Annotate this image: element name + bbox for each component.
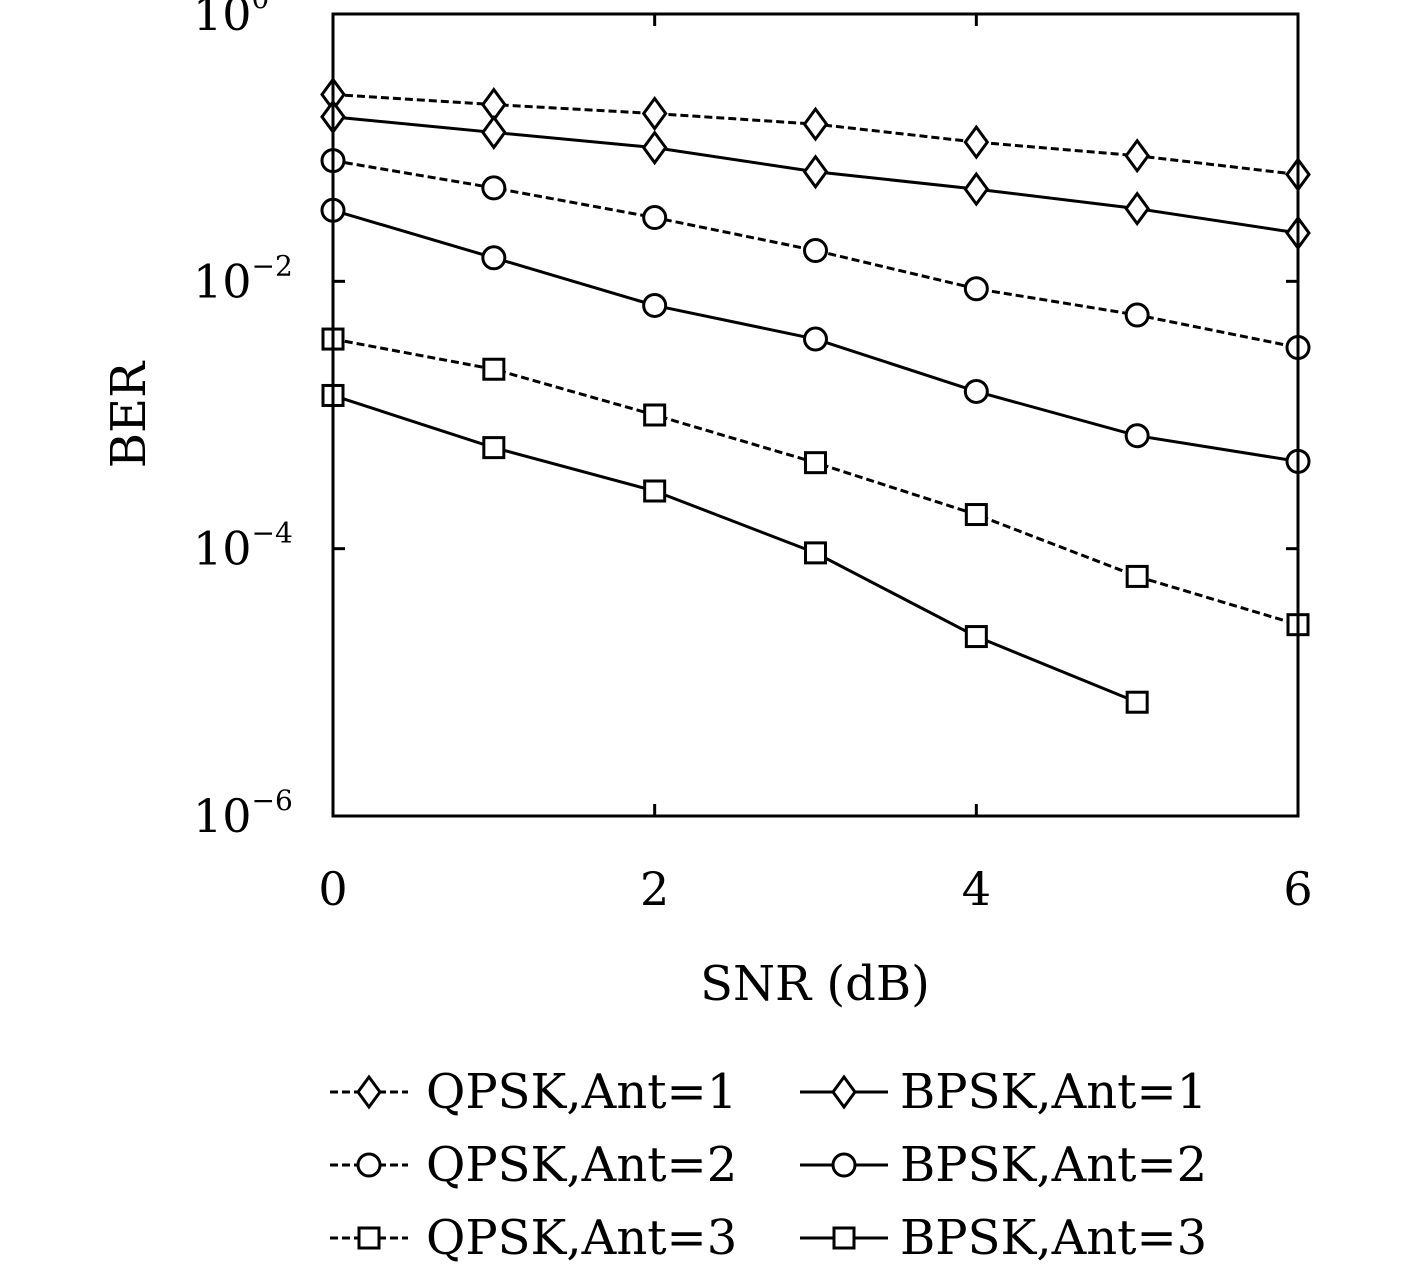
data-point xyxy=(1125,690,1149,714)
series-0 xyxy=(320,76,1311,193)
legend-marker xyxy=(831,1074,857,1110)
legend-entry-1: BPSK,Ant=1 xyxy=(800,1064,1207,1120)
data-point xyxy=(482,357,506,381)
data-point xyxy=(964,625,988,649)
data-point xyxy=(802,106,829,142)
legend-entry-5: BPSK,Ant=3 xyxy=(800,1210,1207,1266)
series-2 xyxy=(320,148,1311,360)
data-point xyxy=(1124,191,1151,227)
legend-label: QPSK,Ant=3 xyxy=(426,1210,737,1266)
data-point xyxy=(641,130,668,166)
legend-marker xyxy=(831,1152,857,1178)
y-axis-label: BER xyxy=(101,360,157,468)
x-tick-label: 2 xyxy=(640,862,669,916)
legend-entry-3: BPSK,Ant=2 xyxy=(800,1137,1207,1193)
data-point xyxy=(481,175,507,201)
plot-frame xyxy=(331,12,1300,818)
legend-marker xyxy=(356,1074,382,1110)
legend-label: BPSK,Ant=3 xyxy=(900,1210,1207,1266)
x-axis-label: SNR (dB) xyxy=(700,956,930,1012)
legend: QPSK,Ant=1 BPSK,Ant=1 QPSK,Ant=2 BPSK,Ant=2… xyxy=(330,1064,1207,1266)
data-point xyxy=(1124,302,1150,328)
x-tick-label: 4 xyxy=(962,862,991,916)
data-point xyxy=(804,451,827,475)
plot-area xyxy=(320,76,1311,714)
legend-label: BPSK,Ant=2 xyxy=(900,1137,1207,1193)
legend-marker xyxy=(356,1152,382,1178)
data-point xyxy=(804,541,827,565)
y-tick-label: 10−2 xyxy=(193,249,293,308)
legend-entry-4: QPSK,Ant=3 xyxy=(330,1210,737,1266)
data-point xyxy=(964,503,988,527)
y-tick-label: 100 xyxy=(193,0,269,41)
data-point xyxy=(481,245,507,271)
data-point xyxy=(963,124,990,160)
legend-marker xyxy=(357,1226,381,1250)
legend-entry-2: QPSK,Ant=2 xyxy=(330,1137,737,1193)
data-point xyxy=(642,292,668,318)
series-3 xyxy=(320,197,1311,474)
data-point xyxy=(802,154,829,190)
data-point xyxy=(643,403,667,427)
data-point xyxy=(1125,564,1149,588)
data-point xyxy=(641,96,668,132)
data-point xyxy=(642,205,668,231)
data-point xyxy=(963,378,989,404)
legend-label: QPSK,Ant=1 xyxy=(426,1064,737,1120)
data-point xyxy=(963,276,989,302)
series-4 xyxy=(321,327,1310,637)
data-point xyxy=(1124,138,1151,174)
data-point xyxy=(803,238,828,264)
legend-marker xyxy=(832,1226,856,1250)
series-line xyxy=(332,394,1138,704)
x-tick-label: 0 xyxy=(318,862,347,916)
legend-label: QPSK,Ant=2 xyxy=(426,1137,737,1193)
series-line xyxy=(332,337,1299,627)
data-point xyxy=(482,436,506,460)
series-5 xyxy=(321,383,1149,714)
data-point xyxy=(643,479,667,503)
y-tick-label: 10−4 xyxy=(193,517,293,576)
x-tick-label: 6 xyxy=(1283,862,1312,916)
data-point xyxy=(480,114,507,150)
axes: 0 2 4 6 100 10−2 10−4 10−6 xyxy=(193,0,1313,916)
data-point xyxy=(963,171,990,207)
legend-entry-0: QPSK,Ant=1 xyxy=(330,1064,737,1120)
y-tick-label: 10−6 xyxy=(193,784,293,843)
data-point xyxy=(803,326,828,352)
legend-label: BPSK,Ant=1 xyxy=(900,1064,1207,1120)
data-point xyxy=(1124,423,1150,449)
